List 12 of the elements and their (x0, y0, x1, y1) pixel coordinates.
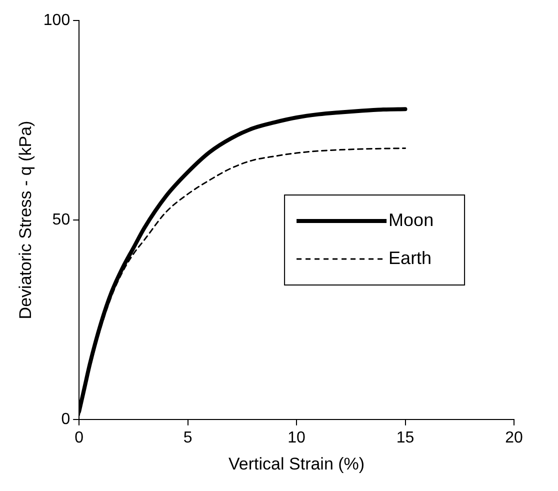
y-tick-label: 50 (52, 211, 70, 228)
y-axis-title: Deviatoric Stress - q (kPa) (16, 120, 35, 320)
x-axis-title: Vertical Strain (%) (228, 454, 365, 474)
y-tick-label: 0 (61, 410, 70, 428)
legend-label: Earth (388, 248, 432, 268)
x-tick-label: 20 (505, 429, 523, 446)
x-tick-label: 15 (396, 429, 414, 446)
x-tick-label: 10 (288, 429, 306, 446)
legend-label: Moon (388, 210, 434, 230)
x-tick-label: 5 (183, 429, 192, 446)
x-tick-label: 0 (74, 429, 84, 446)
y-tick-label: 100 (43, 12, 70, 30)
